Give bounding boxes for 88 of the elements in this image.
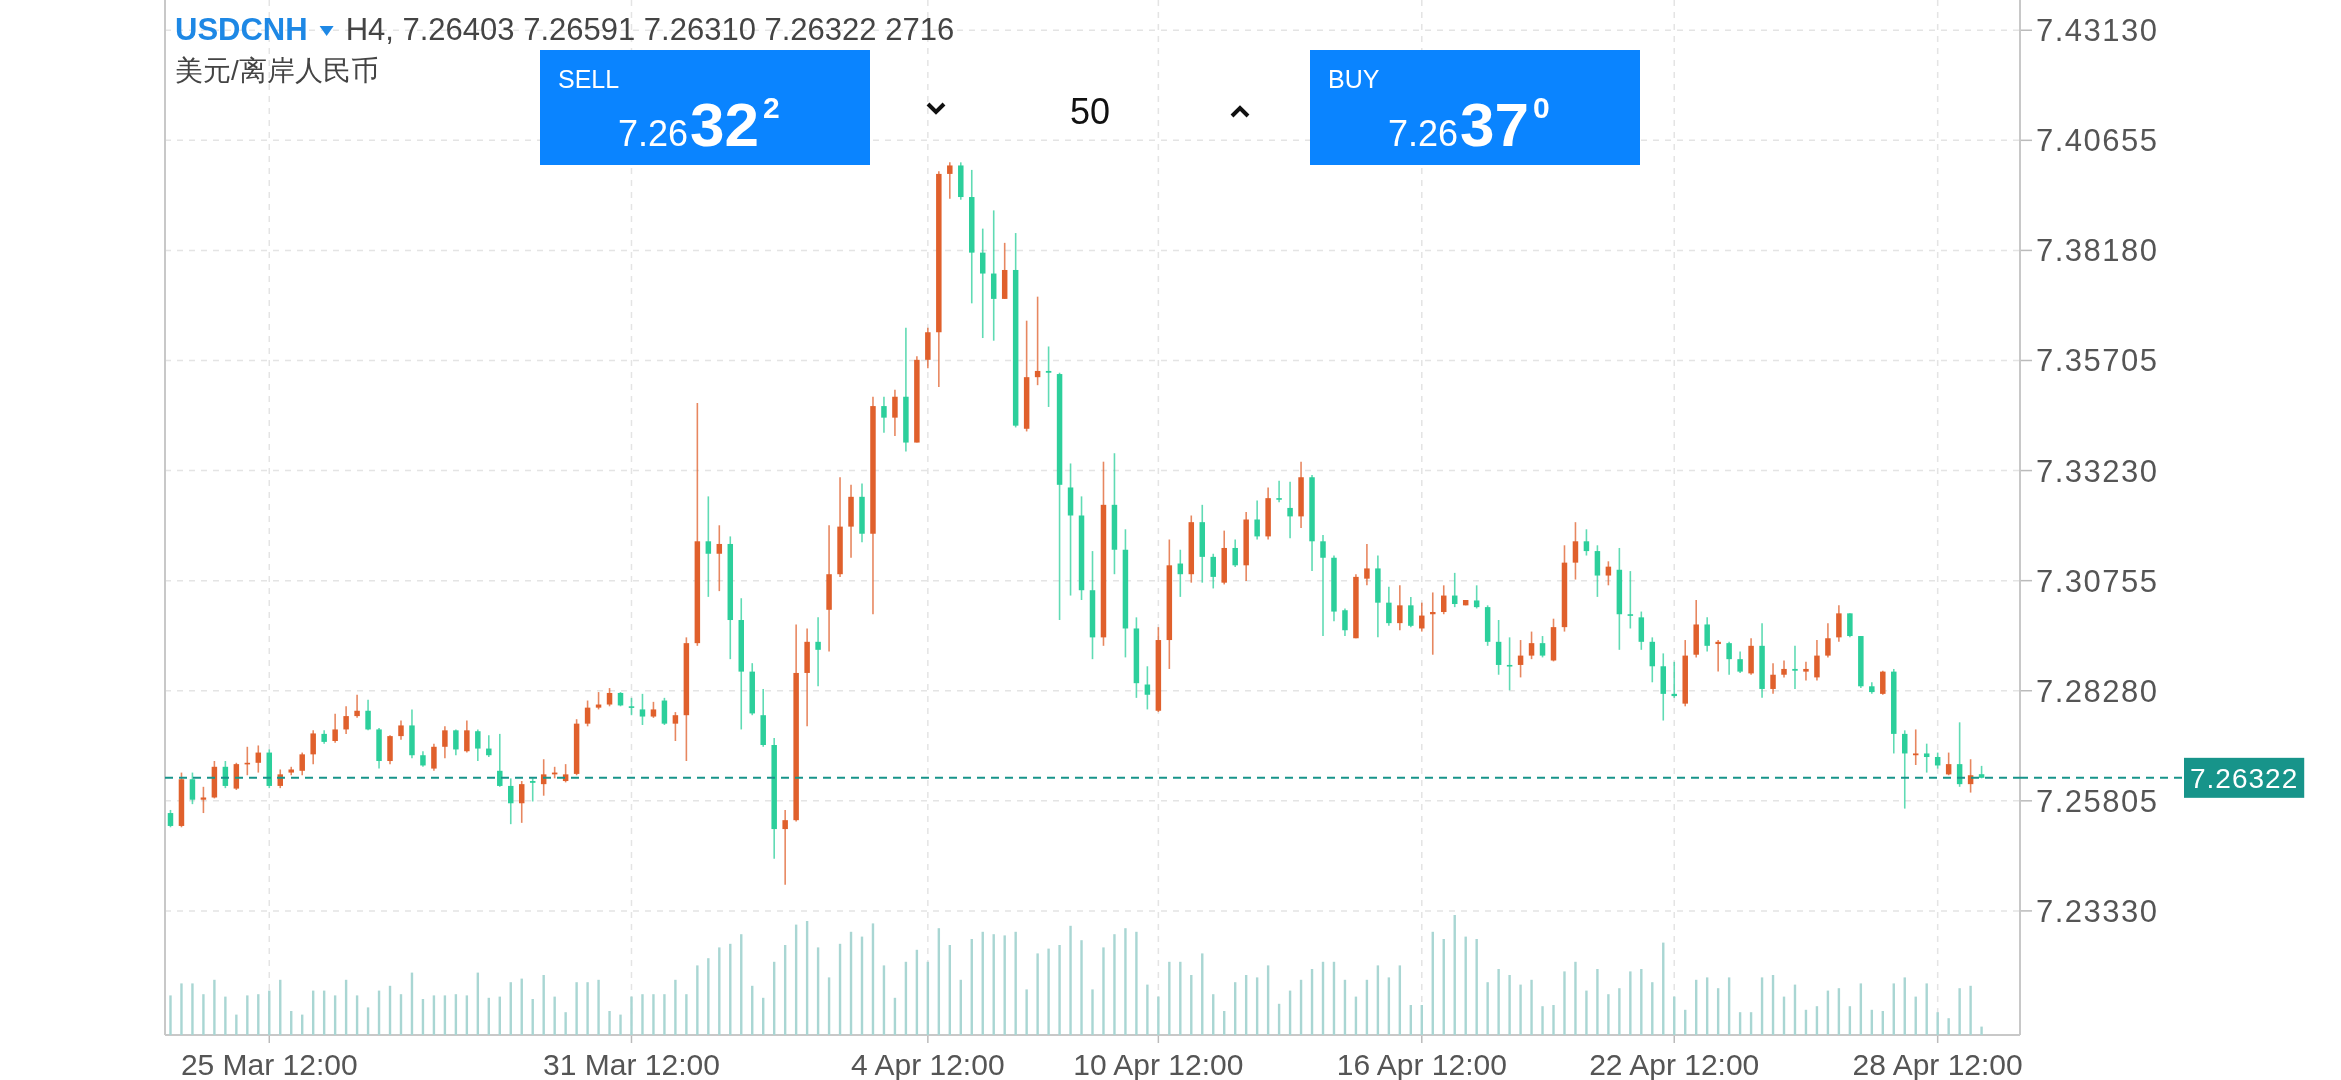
bar: [1014, 931, 1017, 1035]
bar: [1047, 948, 1050, 1035]
bar: [1574, 961, 1577, 1035]
bar: [685, 994, 688, 1035]
bar: [246, 995, 249, 1035]
annotation: BUY: [1328, 65, 1380, 93]
bar: [202, 994, 205, 1035]
bar: [1464, 936, 1467, 1035]
bar: [652, 994, 655, 1035]
y-tick-label: 7.43130: [2036, 13, 2159, 49]
bar: [1936, 1012, 1939, 1035]
bar: [1958, 988, 1961, 1035]
bar: [1497, 969, 1500, 1035]
bar: [1508, 975, 1511, 1035]
annotation: SELL: [558, 65, 620, 93]
annotation: 7.26: [1388, 113, 1459, 154]
y-tick-label: 7.33230: [2036, 453, 2159, 489]
bar: [586, 982, 589, 1035]
bar: [1102, 947, 1105, 1035]
annotation: 37: [1460, 90, 1530, 159]
annotation: 50: [1069, 91, 1111, 132]
bar: [696, 965, 699, 1035]
y-tick-label: 7.28280: [2036, 673, 2159, 709]
bar: [235, 1014, 238, 1035]
bar: [1596, 969, 1599, 1035]
x-tick-label: 25 Mar 12:00: [180, 1048, 358, 1080]
bar: [553, 996, 556, 1035]
annotation: 7.26: [618, 113, 689, 154]
bar: [1530, 979, 1533, 1035]
bar: [542, 975, 545, 1035]
bar: [1618, 988, 1621, 1035]
bar: [1519, 984, 1522, 1035]
bar: [1113, 934, 1116, 1035]
bar: [1969, 985, 1972, 1035]
bar: [180, 983, 183, 1035]
bar: [1179, 961, 1182, 1035]
chart-title: USDCNH: [175, 12, 308, 47]
bar: [1552, 1005, 1555, 1035]
annotation: 32: [690, 90, 760, 159]
bar: [663, 994, 666, 1035]
y-tick-label: 7.23330: [2036, 893, 2159, 929]
bar: [213, 979, 216, 1035]
bar: [1036, 953, 1039, 1035]
bar: [564, 1012, 567, 1035]
bar: [597, 979, 600, 1035]
bar: [674, 979, 677, 1035]
bar: [1563, 971, 1566, 1035]
bar: [1091, 989, 1094, 1035]
bar: [641, 994, 644, 1035]
bar: [1980, 1026, 1983, 1035]
bar: [575, 982, 578, 1035]
bar: [191, 983, 194, 1035]
bar: [1585, 990, 1588, 1035]
annotation: 0: [1533, 91, 1550, 124]
y-tick-label: 7.40655: [2036, 123, 2159, 159]
annotation: 2: [763, 91, 780, 124]
bar: [1080, 940, 1083, 1035]
bar: [1025, 989, 1028, 1035]
ref-line-label: 7.26322: [2190, 762, 2299, 794]
y-tick-label: 7.35705: [2036, 343, 2159, 379]
bar: [1629, 971, 1632, 1035]
bar: [1168, 961, 1171, 1035]
bar: [1003, 935, 1006, 1035]
x-tick-label: 31 Mar 12:00: [543, 1048, 720, 1080]
y-tick-label: 7.25805: [2036, 783, 2159, 819]
bar: [718, 947, 721, 1035]
bar: [1157, 996, 1160, 1035]
bar: [1947, 1018, 1950, 1035]
bar: [169, 995, 172, 1035]
bar: [1146, 984, 1149, 1035]
bar: [1486, 982, 1489, 1035]
bar: [1069, 925, 1072, 1035]
bar: [1475, 939, 1478, 1035]
bar: [1640, 969, 1643, 1035]
bar: [224, 996, 227, 1035]
text: 美元/离岸人民币: [175, 55, 379, 86]
y-tick-label: 7.30755: [2036, 563, 2159, 599]
bar: [608, 1011, 611, 1035]
bar: [707, 958, 710, 1035]
y-tick-label: 7.38180: [2036, 233, 2159, 269]
annotation: H4, 7.26403 7.26591 7.26310 7.26322 2716: [345, 12, 955, 47]
bar: [1607, 994, 1610, 1035]
bar: [1541, 1006, 1544, 1035]
bar: [619, 1014, 622, 1035]
bar: [1058, 945, 1061, 1035]
bar: [630, 996, 633, 1035]
bar: [1135, 931, 1138, 1035]
bar: [1124, 928, 1127, 1035]
